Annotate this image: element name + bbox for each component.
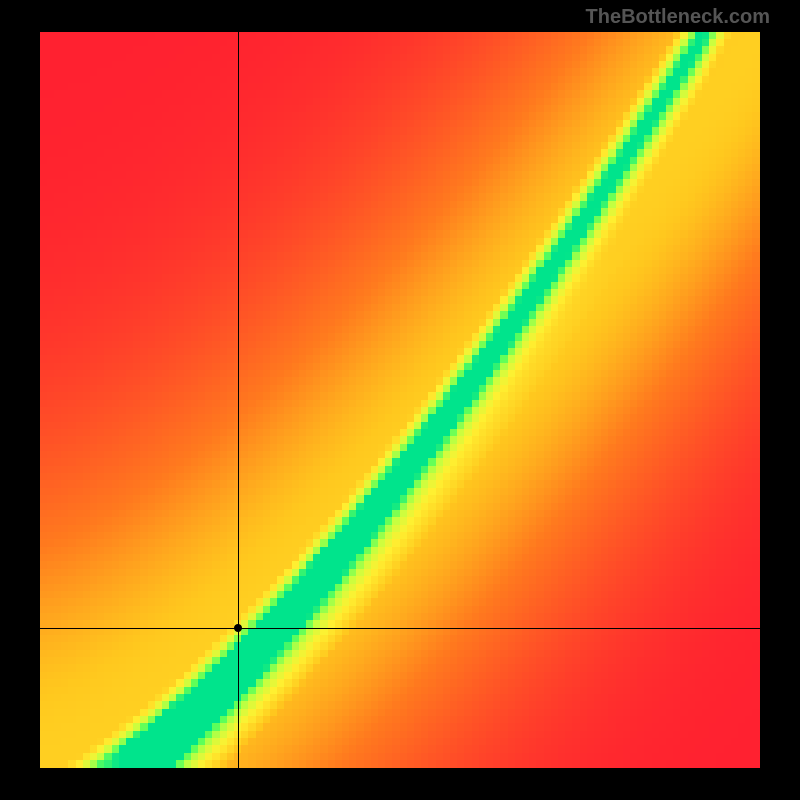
crosshair-horizontal (40, 628, 760, 629)
data-point-marker (234, 624, 242, 632)
watermark-text: TheBottleneck.com (586, 6, 770, 29)
plot-area (40, 32, 760, 768)
crosshair-vertical (238, 32, 239, 768)
bottleneck-heatmap (40, 32, 760, 768)
chart-frame: TheBottleneck.com (0, 0, 800, 800)
